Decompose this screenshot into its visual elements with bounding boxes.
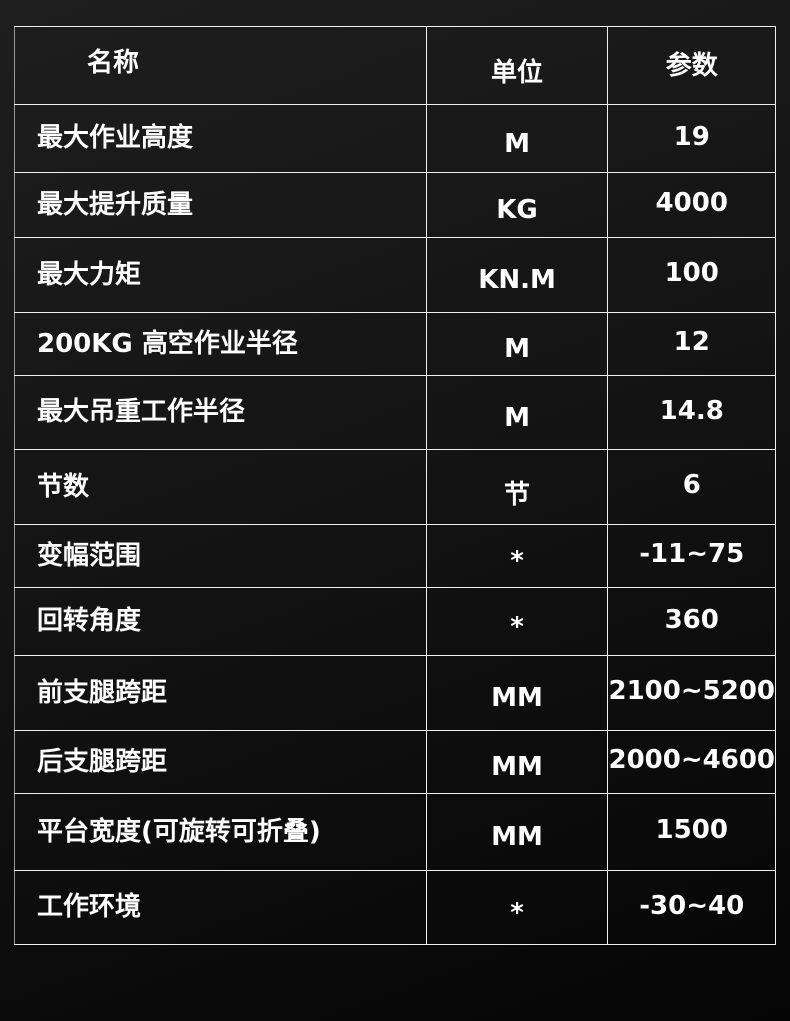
- cell-unit: M: [425, 312, 609, 376]
- table-row: 前支腿跨距 MM 2100~5200: [14, 655, 776, 731]
- cell-name: 平台宽度(可旋转可折叠): [14, 793, 427, 871]
- cell-name: 回转角度: [14, 587, 427, 656]
- cell-unit: 节: [425, 449, 609, 525]
- cell-name: 最大力矩: [14, 237, 427, 313]
- table-row: 回转角度 * 360: [14, 587, 776, 656]
- cell-value: 6: [607, 449, 776, 525]
- table-row: 最大作业高度 M 19: [14, 104, 776, 173]
- cell-value: 2100~5200: [607, 655, 776, 731]
- cell-unit: *: [425, 870, 609, 945]
- cell-name: 最大作业高度: [14, 104, 427, 173]
- cell-unit: MM: [425, 730, 609, 794]
- header-param: 参数: [607, 26, 776, 105]
- table-header-row: 名称 单位 参数: [14, 26, 776, 105]
- cell-value: 360: [607, 587, 776, 656]
- spec-table: 名称 单位 参数 最大作业高度 M 19 最大提升质量 KG 4000 最大力矩 KN.M 10…: [14, 26, 776, 945]
- cell-unit: KN.M: [425, 237, 609, 313]
- cell-value: 1500: [607, 793, 776, 871]
- cell-name: 变幅范围: [14, 524, 427, 588]
- cell-value: 2000~4600: [607, 730, 776, 794]
- table-row: 平台宽度(可旋转可折叠) MM 1500: [14, 793, 776, 871]
- cell-name: 后支腿跨距: [14, 730, 427, 794]
- cell-unit: *: [425, 587, 609, 656]
- cell-unit: M: [425, 104, 609, 173]
- table-row: 后支腿跨距 MM 2000~4600: [14, 730, 776, 794]
- cell-name: 最大提升质量: [14, 172, 427, 238]
- header-unit: 单位: [425, 26, 609, 105]
- cell-name: 工作环境: [14, 870, 427, 945]
- cell-value: 100: [607, 237, 776, 313]
- table-row: 节数节 6: [14, 449, 776, 525]
- cell-value: -30~40: [607, 870, 776, 945]
- cell-unit: *: [425, 524, 609, 588]
- cell-name: 200KG 高空作业半径: [14, 312, 427, 376]
- table-row: 200KG 高空作业半径 M 12: [14, 312, 776, 376]
- cell-unit: KG: [425, 172, 609, 238]
- table-row: 最大提升质量 KG 4000: [14, 172, 776, 238]
- cell-name: 最大吊重工作半径: [14, 375, 427, 450]
- cell-value: 14.8: [607, 375, 776, 450]
- cell-value: 4000: [607, 172, 776, 238]
- cell-unit: M: [425, 375, 609, 450]
- table-row: 变幅范围 * -11~75: [14, 524, 776, 588]
- cell-value: -11~75: [607, 524, 776, 588]
- cell-unit: MM: [425, 793, 609, 871]
- table-row: 最大吊重工作半径 M 14.8: [14, 375, 776, 450]
- cell-value: 12: [607, 312, 776, 376]
- cell-value: 19: [607, 104, 776, 173]
- table-row: 最大力矩 KN.M 100: [14, 237, 776, 313]
- header-name: 名称: [14, 26, 427, 105]
- cell-name: 前支腿跨距: [14, 655, 427, 731]
- table-row: 工作环境 * -30~40: [14, 870, 776, 945]
- cell-unit: MM: [425, 655, 609, 731]
- cell-name: 节数: [14, 449, 427, 525]
